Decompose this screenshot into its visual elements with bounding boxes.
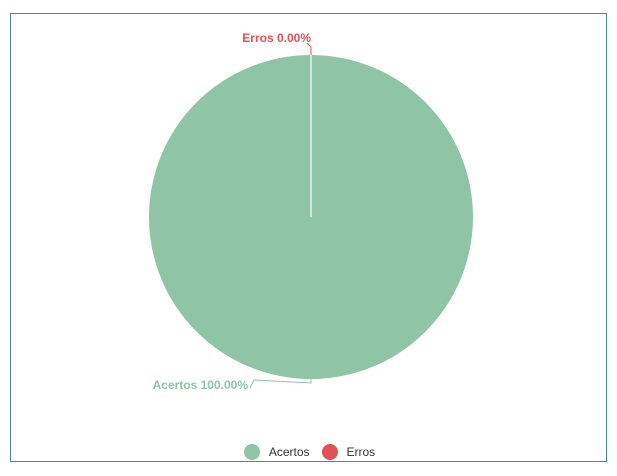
slice-label-erros: Erros 0.00% [242,31,311,45]
legend-swatch-erros [321,444,338,460]
pie-slices [149,55,473,379]
legend-label-acertos: Acertos [268,445,310,459]
legend-item-erros[interactable]: Erros [321,444,376,460]
slice-label-acertos: Acertos 100.00% [153,378,249,392]
chart-container: Acertos 100.00% Erros 0.00% Acertos Erros [10,13,607,462]
pie-chart: Acertos 100.00% Erros 0.00% [149,31,473,392]
leader-line-acertos [249,379,312,389]
legend-swatch-acertos [243,444,260,460]
leader-line-erros [306,42,312,55]
legend-item-acertos[interactable]: Acertos [243,444,310,460]
pie-labels: Acertos 100.00% Erros 0.00% [153,31,312,392]
chart-legend: Acertos Erros [11,444,608,460]
legend-label-erros: Erros [346,445,376,459]
